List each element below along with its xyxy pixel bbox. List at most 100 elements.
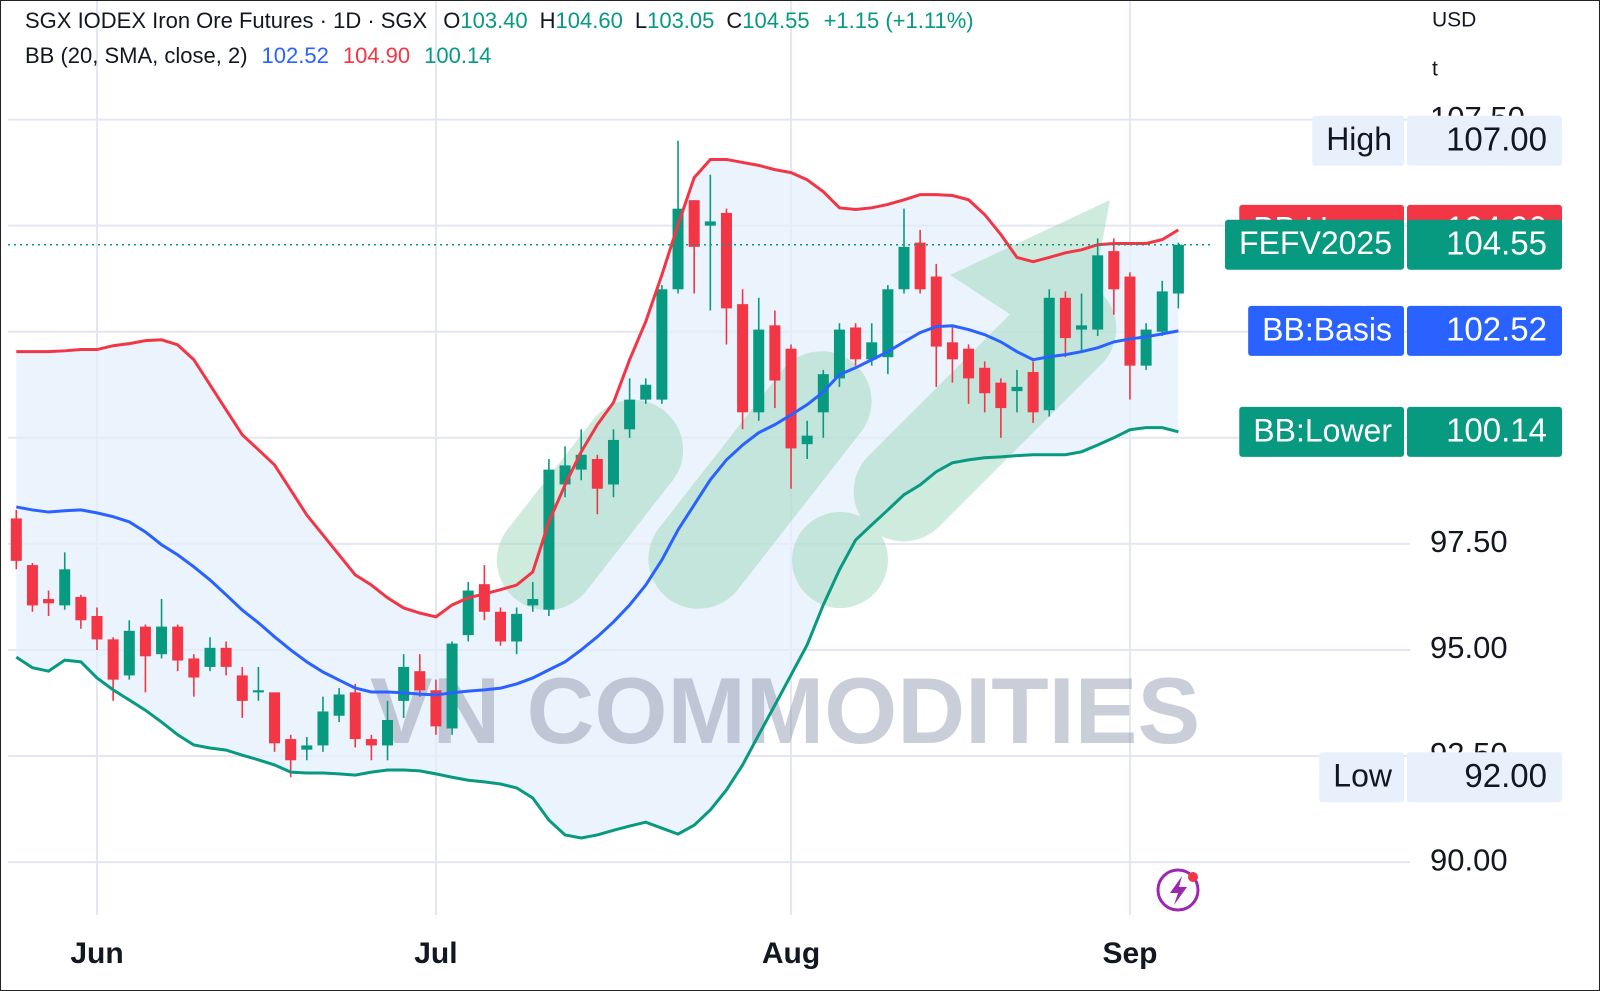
candle-body xyxy=(285,739,297,761)
candle-body xyxy=(946,342,958,360)
ohlc-value: 104.55 xyxy=(742,8,809,33)
price-label-value: 92.00 xyxy=(1464,757,1547,794)
candle-body xyxy=(833,329,845,379)
candle-body xyxy=(575,454,587,470)
change: +1.15 (+1.11%) xyxy=(824,8,974,33)
candle-body xyxy=(333,694,345,716)
candles-layer xyxy=(10,140,1184,778)
candle-body xyxy=(737,304,749,413)
indicator-name: BB (20, SMA, close, 2) xyxy=(25,43,248,68)
candle-body xyxy=(591,459,603,489)
candle-body xyxy=(656,289,668,400)
price-label-name: BB:Lower xyxy=(1253,412,1392,448)
alert-bolt[interactable] xyxy=(1170,876,1187,905)
candle-body xyxy=(866,342,878,360)
y-tick-label: 97.50 xyxy=(1430,524,1508,559)
price-label-value: 107.00 xyxy=(1446,120,1547,157)
candle-body xyxy=(365,739,377,746)
currency: USD xyxy=(1432,9,1476,32)
indicator-row: BB (20, SMA, close, 2) 102.52 104.90 100.14 xyxy=(25,43,491,68)
alert-icon[interactable] xyxy=(1156,868,1200,912)
candle-body xyxy=(269,692,281,744)
candle-body xyxy=(559,465,571,485)
candle-body xyxy=(624,399,636,430)
candle-body xyxy=(850,327,862,360)
candle-body xyxy=(1011,386,1023,392)
candle-body xyxy=(963,348,975,379)
candle-body xyxy=(930,276,942,347)
price-label-value: 104.55 xyxy=(1446,224,1547,261)
candle-body xyxy=(430,690,442,727)
ohlc-value: 103.05 xyxy=(647,8,714,33)
price-label-name: FEFV2025 xyxy=(1239,225,1392,261)
band-line xyxy=(16,157,1180,619)
price-label-value-box xyxy=(1407,305,1562,356)
legend-row: SGX IODEX Iron Ore Futures · 1D · SGX O10… xyxy=(25,8,974,33)
y-tick-label: 90.00 xyxy=(1430,842,1508,877)
price-label-name-box xyxy=(1225,219,1404,270)
watermark-layer: VN COMMODITIES xyxy=(370,658,1200,763)
candle-body xyxy=(188,658,200,678)
candle-body xyxy=(107,639,119,680)
candle-body xyxy=(317,711,329,746)
candle-body xyxy=(398,666,410,701)
x-tick-label: Jul xyxy=(414,937,457,970)
candle-body xyxy=(156,626,168,655)
ohlc-key: L xyxy=(635,8,647,33)
ohlc-value: 103.40 xyxy=(460,8,527,33)
candle-body xyxy=(1043,297,1055,411)
labels-layer: 90.0092.5095.0097.50100.00102.50105.0010… xyxy=(25,0,1564,970)
price-label-value: 100.14 xyxy=(1446,412,1547,449)
candle-body xyxy=(462,590,474,636)
candle-body xyxy=(1092,255,1104,330)
candle-body xyxy=(1140,329,1152,366)
candle-body xyxy=(252,690,264,693)
candle-body xyxy=(527,599,539,606)
unit: t xyxy=(1432,58,1438,81)
x-tick-label: Jun xyxy=(70,937,123,970)
candle-body xyxy=(672,208,684,290)
unit-box xyxy=(1414,0,1564,95)
price-label-name: Low xyxy=(1333,758,1393,794)
candle-body xyxy=(10,518,22,561)
candle-body xyxy=(914,242,926,290)
candle-body xyxy=(882,289,894,358)
watermark: VN COMMODITIES xyxy=(370,658,1200,763)
alert-circle[interactable] xyxy=(1156,868,1200,912)
price-label-value-box xyxy=(1407,752,1562,803)
candle-body xyxy=(1124,276,1136,366)
chart-title: SGX IODEX Iron Ore Futures · 1D · SGX xyxy=(25,8,428,33)
candle-body xyxy=(995,382,1007,409)
candle-body xyxy=(688,200,700,247)
price-label-name-box xyxy=(1239,406,1404,457)
candle-body xyxy=(139,626,151,657)
candle-body xyxy=(720,212,732,309)
indicator-value: 102.52 xyxy=(262,43,329,68)
y-tick-label: 95.00 xyxy=(1430,630,1508,665)
ohlc-key: H xyxy=(540,8,556,33)
price-label-value-box xyxy=(1407,406,1562,457)
candle-body xyxy=(495,611,506,642)
price-label-value-box xyxy=(1407,219,1562,270)
band-line xyxy=(15,426,1179,840)
candle-body xyxy=(26,565,38,606)
price-label-name-box xyxy=(1319,752,1404,803)
x-tick-label: Sep xyxy=(1102,937,1157,970)
candle-body xyxy=(607,439,619,485)
candle-body xyxy=(979,367,991,394)
band-line xyxy=(16,324,1179,697)
candle-body xyxy=(75,596,87,621)
price-label-name: High xyxy=(1326,121,1392,157)
logo-dot xyxy=(792,512,888,608)
x-tick-label: Aug xyxy=(762,937,820,970)
candle-body xyxy=(349,692,361,740)
price-label-value-box xyxy=(1407,115,1562,166)
alert-dot[interactable] xyxy=(1188,872,1198,882)
candle-body xyxy=(898,246,910,290)
candle-body xyxy=(1027,372,1039,413)
indicator-value: 100.14 xyxy=(424,43,491,68)
candle-body xyxy=(1156,291,1168,332)
candle-body xyxy=(704,221,716,226)
candle-body xyxy=(91,616,103,640)
